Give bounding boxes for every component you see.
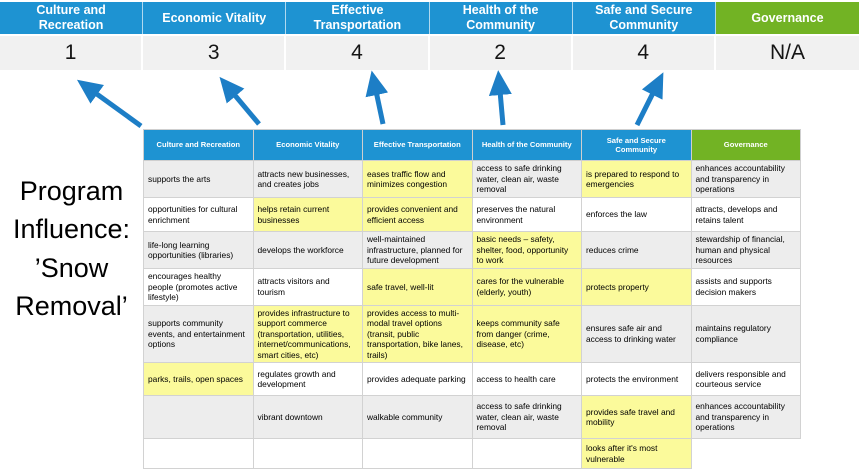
matrix-row: opportunities for cultural enrichment hel…: [143, 197, 801, 232]
category-score-economic-vitality: 3: [143, 36, 287, 70]
matrix-cell: supports the arts: [143, 160, 254, 198]
matrix-cell-highlighted: cares for the vulnerable (elderly, youth…: [471, 268, 582, 306]
matrix-cell: assists and supports decision makers: [690, 268, 801, 306]
score-column-effective-transportation: Effective Transportation 4: [286, 2, 430, 70]
matrix-cell: access to health care: [471, 362, 582, 396]
category-header-governance: Governance: [715, 2, 859, 34]
matrix-cell: attracts new businesses, and creates job…: [252, 160, 363, 198]
matrix-cell: maintains regulatory compliance: [690, 304, 801, 363]
matrix-row: parks, trails, open spaces regulates grow…: [143, 362, 801, 396]
matrix-cell: opportunities for cultural enrichment: [143, 197, 254, 232]
matrix-cell: preserves the natural environment: [471, 197, 582, 232]
matrix-cell-highlighted: provides infrastructure to support comme…: [252, 304, 363, 363]
matrix-header-row: Culture and Recreation Economic Vitality E…: [143, 129, 801, 161]
matrix-cell: [691, 438, 801, 469]
matrix-column-header: Governance: [690, 129, 801, 161]
matrix-cell: enforces the law: [581, 197, 692, 232]
matrix-row: life-long learning opportunities (librar…: [143, 231, 801, 269]
category-score-safe-and-secure-community: 4: [572, 36, 716, 70]
matrix-cell-highlighted: basic needs – safety, shelter, food, opp…: [471, 231, 582, 269]
matrix-cell: regulates growth and development: [252, 362, 363, 396]
matrix-cell: [143, 438, 254, 469]
matrix-cell: protects the environment: [581, 362, 692, 396]
matrix-cell-highlighted: provides access to multi-modal travel op…: [362, 304, 473, 363]
category-header-economic-vitality: Economic Vitality: [143, 2, 287, 34]
category-header-effective-transportation: Effective Transportation: [286, 2, 430, 34]
category-header-safe-and-secure-community: Safe and Secure Community: [572, 2, 716, 34]
matrix-cell: [252, 438, 363, 469]
matrix-cell: enhances accountability and transparency…: [690, 395, 801, 439]
matrix-cell-highlighted: protects property: [581, 268, 692, 306]
matrix-body: supports the arts attracts new businesses…: [143, 160, 801, 469]
matrix-column-header: Effective Transportation: [362, 129, 473, 161]
matrix-column-header: Safe and Secure Community: [581, 129, 692, 161]
matrix-cell: reduces crime: [581, 231, 692, 269]
matrix-cell: access to safe drinking water, clean air…: [471, 395, 582, 439]
matrix-cell-highlighted: safe travel, well-lit: [362, 268, 473, 306]
matrix-cell: ensures safe air and access to drinking …: [581, 304, 692, 363]
score-column-governance: Governance N/A: [715, 2, 859, 70]
matrix-cell: access to safe drinking water, clean air…: [471, 160, 582, 198]
matrix-cell-highlighted: is prepared to respond to emergencies: [581, 160, 692, 198]
matrix-cell: attracts, develops and retains talent: [690, 197, 801, 232]
influence-matrix: Culture and Recreation Economic Vitality E…: [143, 129, 801, 469]
matrix-cell-highlighted: provides convenient and efficient access: [362, 197, 473, 232]
category-score-culture-and-recreation: 1: [0, 36, 144, 70]
score-column-economic-vitality: Economic Vitality 3: [143, 2, 287, 70]
arrow-culture-recreation: [76, 79, 143, 128]
matrix-cell: [362, 438, 473, 469]
category-score-effective-transportation: 4: [286, 36, 430, 70]
matrix-cell: encourages healthy people (promotes acti…: [143, 268, 254, 306]
matrix-row: supports the arts attracts new businesses…: [143, 160, 801, 198]
matrix-column-header: Health of the Community: [471, 129, 582, 161]
category-score-governance: N/A: [715, 36, 859, 70]
influence-arrows: [76, 70, 664, 128]
matrix-cell: stewardship of financial, human and phys…: [690, 231, 801, 269]
matrix-row: looks after it's most vulnerable: [143, 438, 801, 469]
score-column-culture-and-recreation: Culture and Recreation 1: [0, 2, 144, 70]
matrix-row: encourages healthy people (promotes acti…: [143, 268, 801, 306]
matrix-cell: provides adequate parking: [362, 362, 473, 396]
arrow-economic-vitality: [219, 76, 261, 126]
matrix-column-header: Culture and Recreation: [143, 129, 254, 161]
matrix-cell-highlighted: parks, trails, open spaces: [143, 362, 254, 396]
arrow-safe-secure-community: [634, 72, 664, 127]
category-score-health-of-the-community: 2: [429, 36, 573, 70]
matrix-cell: [471, 438, 582, 469]
matrix-cell-highlighted: looks after it's most vulnerable: [581, 438, 692, 469]
arrow-health-community: [488, 70, 512, 126]
matrix-row: supports community events, and entertain…: [143, 304, 801, 363]
matrix-cell: life-long learning opportunities (librar…: [143, 231, 254, 269]
program-title: Program Influence: ’Snow Removal’: [12, 176, 131, 321]
matrix-cell: [143, 395, 254, 439]
category-header-health-of-the-community: Health of the Community: [429, 2, 573, 34]
matrix-cell-highlighted: helps retain current businesses: [252, 197, 363, 232]
matrix-cell-highlighted: keeps community safe from danger (crime,…: [471, 304, 582, 363]
matrix-cell: well-maintained infrastructure, planned …: [362, 231, 473, 269]
matrix-row: vibrant downtown walkable community access…: [143, 395, 801, 439]
matrix-cell: delivers responsible and courteous servi…: [690, 362, 801, 396]
matrix-cell: enhances accountability and transparency…: [690, 160, 801, 198]
score-column-health-of-the-community: Health of the Community 2: [429, 2, 573, 70]
category-header-culture-and-recreation: Culture and Recreation: [0, 2, 144, 34]
matrix-cell: walkable community: [362, 395, 473, 439]
matrix-cell: vibrant downtown: [252, 395, 363, 439]
matrix-cell: supports community events, and entertain…: [143, 304, 254, 363]
score-column-safe-and-secure-community: Safe and Secure Community 4: [572, 2, 716, 70]
arrow-effective-transportation: [365, 70, 389, 125]
matrix-column-header: Economic Vitality: [252, 129, 363, 161]
matrix-cell: develops the workforce: [252, 231, 363, 269]
matrix-cell: attracts visitors and tourism: [252, 268, 363, 306]
score-band: Culture and Recreation 1 Economic Vitality…: [0, 2, 859, 70]
matrix-cell-highlighted: provides safe travel and mobility: [581, 395, 692, 439]
matrix-cell-highlighted: eases traffic flow and minimizes congest…: [362, 160, 473, 198]
